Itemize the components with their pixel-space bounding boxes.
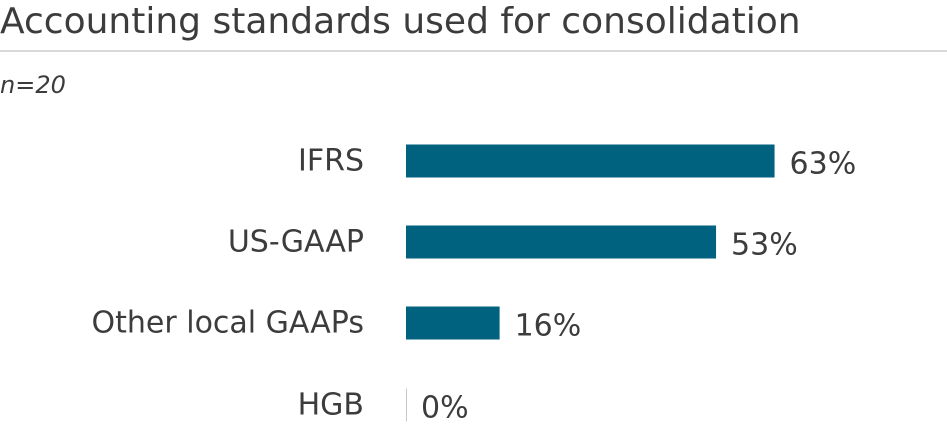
bar xyxy=(406,144,775,178)
value-label: 53% xyxy=(731,228,798,263)
chart-subtitle: n=20 xyxy=(0,71,66,99)
category-label: Other local GAAPs xyxy=(92,306,364,341)
value-label: 0% xyxy=(421,391,469,426)
category-label: HGB xyxy=(298,388,364,423)
title-divider xyxy=(0,50,947,52)
value-label: 16% xyxy=(515,309,582,344)
category-label: US-GAAP xyxy=(228,225,364,260)
category-label: IFRS xyxy=(298,144,364,179)
bar xyxy=(406,306,500,340)
value-label: 63% xyxy=(790,147,857,182)
bars-group: IFRS 63% US-GAAP 53% Other local GAAPs 16% HGB… xyxy=(92,144,857,426)
chart-title: Accounting standards used for consolidat… xyxy=(0,1,801,42)
bar xyxy=(406,225,717,259)
